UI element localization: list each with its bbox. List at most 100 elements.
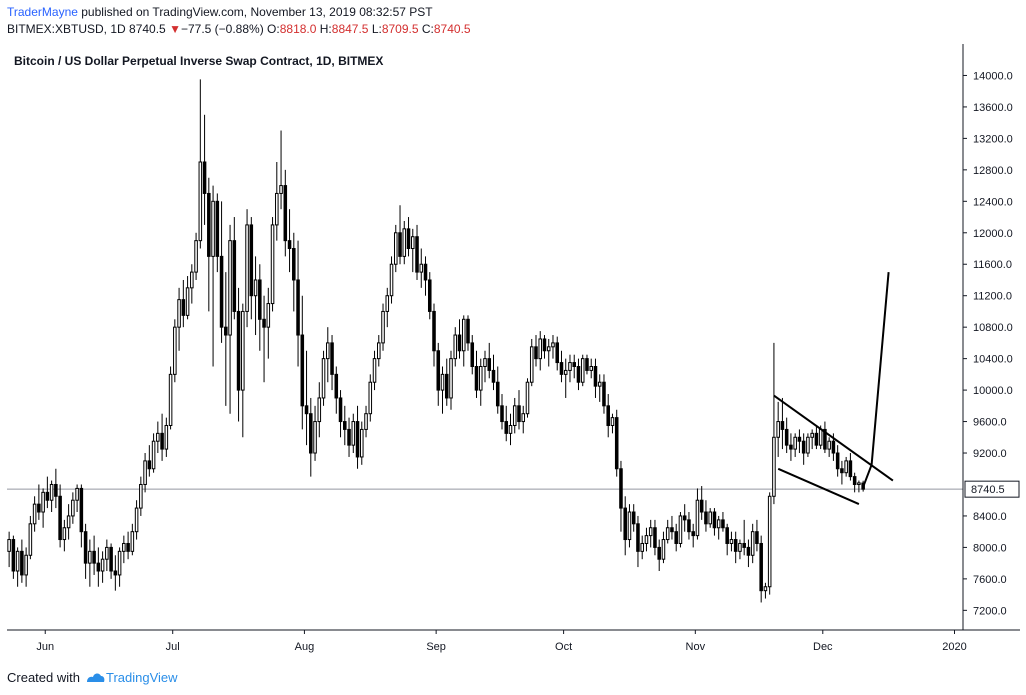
projection-line[interactable] xyxy=(862,272,890,488)
candle xyxy=(20,539,24,583)
candle-body-up xyxy=(389,263,394,297)
candle-body-down xyxy=(691,531,695,537)
candle-body-down xyxy=(427,279,432,312)
candle xyxy=(546,338,551,367)
y-tick-label: 11600.0 xyxy=(973,259,1012,271)
candle xyxy=(202,114,207,225)
candle xyxy=(810,429,814,450)
candle-body-up xyxy=(368,381,373,415)
candle-body-up xyxy=(211,200,215,257)
candle-body-down xyxy=(495,381,500,407)
candle xyxy=(343,405,347,446)
candle-body-down xyxy=(232,240,237,312)
candle xyxy=(508,413,513,446)
candle xyxy=(793,433,797,457)
candle-body-down xyxy=(202,161,207,194)
candle xyxy=(474,350,479,398)
candle xyxy=(45,476,50,509)
candle-body-down xyxy=(37,503,41,513)
candle xyxy=(852,472,857,493)
candle xyxy=(750,523,755,564)
candle xyxy=(130,523,135,556)
candle-body-down xyxy=(606,405,610,426)
candle-body-up xyxy=(351,421,356,446)
symbol-label: BITMEX:XBTUSD, 1D xyxy=(7,22,126,36)
candle xyxy=(627,504,632,548)
candle-body-down xyxy=(406,228,411,250)
candle xyxy=(241,303,245,438)
candle xyxy=(194,232,198,280)
candle-body-down xyxy=(258,279,262,320)
candle xyxy=(461,315,466,367)
y-tick-label: 9600.0 xyxy=(973,417,1007,429)
wedge-upper-trendline[interactable] xyxy=(773,394,894,482)
candle-body-up xyxy=(317,397,322,423)
candle xyxy=(606,394,610,438)
candle-body-up xyxy=(678,515,683,544)
candle-body-up xyxy=(15,550,20,572)
candle-body-down xyxy=(330,342,334,375)
candle xyxy=(542,335,547,359)
candle xyxy=(559,350,564,383)
candle-body-up xyxy=(372,358,377,383)
candle-body-up xyxy=(228,240,232,336)
candle-body-down xyxy=(207,192,211,257)
candle xyxy=(304,350,309,446)
candle-body-down xyxy=(432,310,436,352)
candle-body-down xyxy=(631,511,636,525)
candle-body-up xyxy=(793,436,797,450)
candle xyxy=(636,515,640,568)
y-tick-label: 10800.0 xyxy=(973,322,1013,334)
candle xyxy=(134,500,139,540)
candle-body-down xyxy=(852,476,857,485)
candle-body-up xyxy=(776,421,780,438)
candle xyxy=(37,484,41,520)
candle xyxy=(313,405,317,461)
x-tick-label: Oct xyxy=(555,641,572,653)
candle-body-up xyxy=(640,542,644,552)
tradingview-brand[interactable]: TradingView xyxy=(105,670,178,685)
candle xyxy=(483,350,487,383)
candle xyxy=(733,531,738,564)
candle xyxy=(738,539,742,560)
ohlc-bar: BITMEX:XBTUSD, 1D 8740.5 ▼−77.5 (−0.88%)… xyxy=(7,22,471,36)
candle-body-down xyxy=(79,487,84,533)
candle xyxy=(657,539,661,572)
price-tag-box xyxy=(964,480,1020,498)
candle xyxy=(207,177,211,312)
candle-body-down xyxy=(712,511,717,529)
candle xyxy=(789,433,793,461)
candle-body-down xyxy=(491,369,496,383)
candle-body-up xyxy=(24,554,28,576)
candle-body-down xyxy=(236,310,241,391)
y-tick-label: 13600.0 xyxy=(973,102,1013,114)
candle xyxy=(746,539,751,568)
candle-body-up xyxy=(275,192,279,226)
candle-body-up xyxy=(364,413,368,430)
candle-body-up xyxy=(538,338,543,360)
candle-body-down xyxy=(423,263,428,281)
candle xyxy=(330,335,334,391)
candle xyxy=(75,484,79,513)
candle xyxy=(491,354,496,391)
candle xyxy=(381,303,385,351)
candle xyxy=(100,551,105,583)
wedge-lower-trendline[interactable] xyxy=(777,467,860,506)
candle-body-up xyxy=(151,440,156,470)
candle-body-down xyxy=(840,468,844,474)
candle-body-down xyxy=(296,279,300,336)
candle-body-up xyxy=(525,381,530,415)
candle xyxy=(317,382,322,438)
candle-body-down xyxy=(687,519,691,533)
author-link[interactable]: TraderMayne xyxy=(7,5,78,19)
candle-body-down xyxy=(11,539,16,572)
candle xyxy=(495,366,500,414)
candle-body-down xyxy=(109,546,113,572)
candle xyxy=(393,224,398,273)
candle-body-up xyxy=(62,527,67,541)
candle-body-down xyxy=(602,381,606,407)
candle xyxy=(262,295,266,383)
candle-body-up xyxy=(478,365,483,391)
candle-body-up xyxy=(198,161,203,242)
